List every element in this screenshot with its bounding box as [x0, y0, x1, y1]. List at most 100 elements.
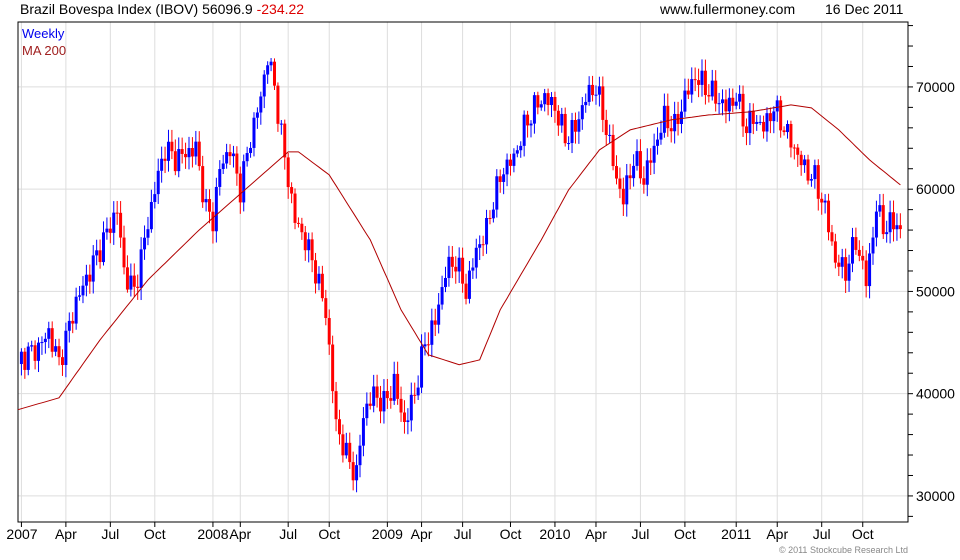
candle-body — [105, 228, 109, 233]
candle-body — [180, 149, 184, 154]
candle-body — [577, 119, 581, 132]
candle-body — [885, 232, 889, 235]
candle-body — [703, 70, 707, 96]
candle-body — [864, 260, 868, 287]
candle-body — [43, 338, 47, 343]
candle-body — [669, 128, 673, 132]
candle-body — [888, 212, 892, 233]
candle-body — [642, 178, 646, 185]
candle-body — [772, 111, 776, 122]
candle-body — [286, 157, 290, 188]
candle-body — [139, 249, 143, 288]
candle-body — [433, 320, 437, 325]
candle-body — [252, 117, 256, 148]
candle-body — [218, 169, 222, 187]
candle-body — [238, 173, 242, 203]
candle-body — [779, 100, 783, 131]
x-tick-label: Oct — [674, 526, 696, 542]
candle-body — [430, 320, 434, 345]
candle-body — [242, 161, 246, 203]
candle-body — [84, 274, 88, 286]
candle-body — [416, 387, 420, 396]
candle-body — [895, 225, 899, 230]
candle-body — [88, 274, 92, 282]
candle-body — [498, 176, 502, 182]
candle-body — [775, 100, 779, 112]
x-tick-label: 2008 — [197, 526, 228, 542]
y-tick-label: 60000 — [916, 181, 955, 197]
candle-body — [717, 103, 721, 105]
candle-body — [827, 200, 831, 233]
candle-body — [74, 296, 78, 324]
candle-body — [618, 178, 622, 189]
candle-body — [225, 152, 229, 164]
candle-body — [580, 105, 584, 120]
candle-body — [307, 239, 311, 251]
candle-body — [382, 391, 386, 412]
y-tick-label: 50000 — [916, 283, 955, 299]
x-tick-label: Jul — [813, 526, 831, 542]
candle-body — [204, 199, 208, 203]
candle-body — [197, 141, 201, 167]
candle-body — [454, 266, 458, 272]
candle-body — [314, 260, 318, 284]
candle-body — [861, 255, 865, 261]
candle-body — [54, 346, 58, 352]
candle-body — [683, 90, 687, 112]
candle-body — [269, 61, 273, 66]
candle-body — [194, 141, 198, 157]
x-tick-label: Apr — [55, 526, 77, 542]
candle-body — [803, 159, 807, 166]
candle-body — [731, 97, 735, 106]
candle-body — [591, 84, 595, 96]
candle-body — [457, 257, 461, 272]
candle-body — [666, 105, 670, 129]
candle-body — [796, 147, 800, 155]
candle-body — [259, 96, 263, 113]
candle-body — [488, 217, 492, 219]
candle-body — [840, 257, 844, 267]
candle-body — [95, 250, 99, 256]
candle-body — [714, 80, 718, 104]
candle-body — [625, 175, 629, 205]
candle-body — [697, 80, 701, 85]
chart-date: 16 Dec 2011 — [825, 1, 904, 17]
candle-body — [283, 123, 287, 158]
candle-body — [529, 123, 533, 126]
candle-body — [587, 84, 591, 102]
candle-body — [310, 239, 314, 261]
candle-body — [700, 70, 704, 85]
candle-body — [491, 209, 495, 219]
candle-body — [300, 223, 304, 233]
x-tick-label: Apr — [411, 526, 433, 542]
candle-body — [255, 112, 259, 118]
candle-body — [290, 187, 294, 194]
candle-body — [112, 212, 116, 233]
candle-body — [892, 212, 896, 230]
candle-body — [296, 222, 300, 224]
candle-body — [727, 97, 731, 112]
candle-body — [320, 273, 324, 299]
candle-body — [748, 110, 752, 134]
candle-body — [601, 86, 605, 120]
candle-body — [33, 345, 37, 361]
candle-body — [170, 141, 174, 152]
candle-body — [539, 104, 543, 108]
candle-body — [604, 119, 608, 135]
plot-frame — [17, 21, 909, 523]
candle-body — [361, 418, 365, 446]
candle-body — [163, 158, 167, 161]
candle-body — [762, 121, 766, 132]
site-url[interactable]: www.fullermoney.com — [660, 1, 796, 17]
candle-body — [385, 391, 389, 399]
candle-body — [543, 93, 547, 105]
candle-body — [710, 80, 714, 97]
y-tick-label: 70000 — [916, 79, 955, 95]
candle-body — [146, 229, 150, 238]
candle-body — [789, 123, 793, 148]
candle-body — [98, 250, 102, 263]
x-tick-label: 2010 — [539, 526, 570, 542]
candle-body — [844, 257, 848, 281]
y-tick-label: 40000 — [916, 386, 955, 402]
